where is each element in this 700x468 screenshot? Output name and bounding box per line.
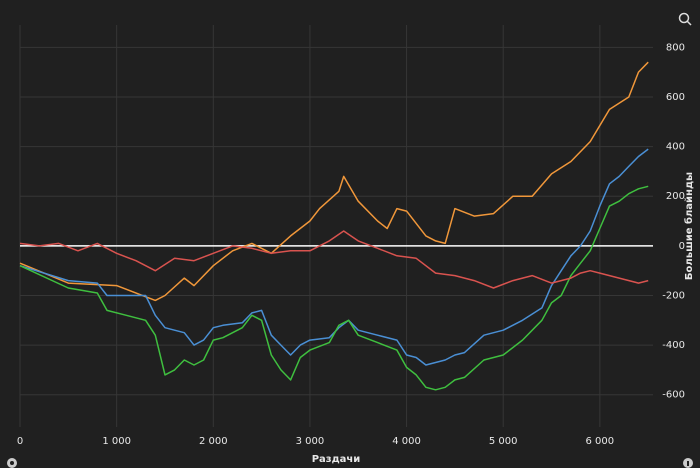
y-tick-label: 200 (666, 191, 685, 202)
x-tick-label: 1 000 (102, 436, 131, 447)
x-tick-label: 2 000 (199, 436, 228, 447)
x-axis-title: Раздачи (312, 454, 361, 465)
zoom-icon[interactable] (678, 12, 692, 26)
info-icon[interactable] (683, 458, 693, 468)
x-tick-label: 6 000 (586, 436, 615, 447)
y-axis-title: Большие блайнды (683, 172, 695, 280)
x-tick-label: 3 000 (296, 436, 325, 447)
y-tick-label: 800 (666, 42, 685, 53)
x-tick-label: 5 000 (489, 436, 518, 447)
x-tick-label: 4 000 (392, 436, 421, 447)
series-line (19, 61, 649, 302)
y-tick-label: -400 (662, 340, 685, 351)
x-tick-label: 0 (17, 436, 23, 447)
settings-icon[interactable] (7, 458, 17, 468)
y-tick-label: 0 (679, 241, 685, 252)
series-line (19, 230, 649, 289)
y-tick-label: -200 (662, 290, 685, 301)
y-tick-label: 400 (666, 142, 685, 153)
y-tick-label: 600 (666, 92, 685, 103)
y-tick-label: -600 (662, 390, 685, 401)
